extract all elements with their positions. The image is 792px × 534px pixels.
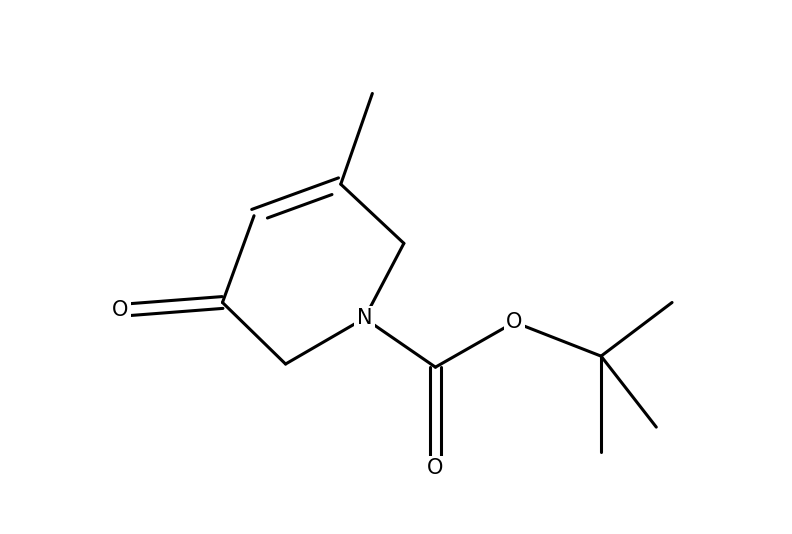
Text: N: N — [356, 308, 372, 328]
Text: O: O — [112, 301, 128, 320]
Text: O: O — [506, 312, 523, 332]
Text: O: O — [427, 458, 444, 478]
